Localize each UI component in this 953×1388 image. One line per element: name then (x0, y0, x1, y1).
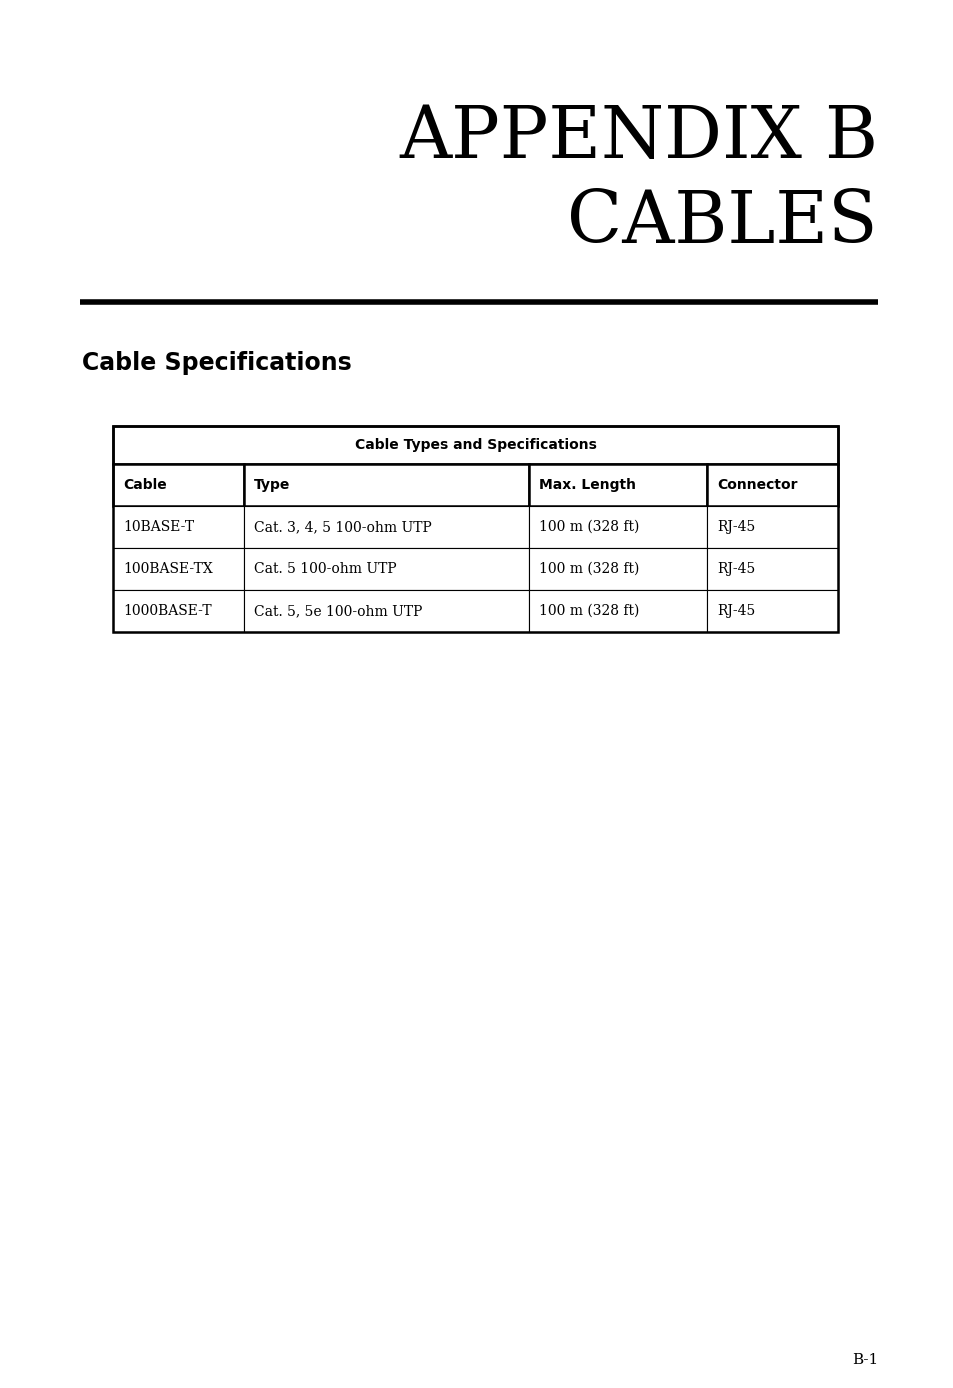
Text: 1000BASE-T: 1000BASE-T (123, 604, 212, 618)
Text: Connector: Connector (717, 477, 797, 491)
Text: RJ-45: RJ-45 (717, 520, 755, 534)
Text: 100 m (328 ft): 100 m (328 ft) (538, 604, 639, 618)
Bar (112, 426, 837, 464)
Text: 10BASE-T: 10BASE-T (123, 520, 193, 534)
Text: Cat. 3, 4, 5 100-ohm UTP: Cat. 3, 4, 5 100-ohm UTP (253, 520, 431, 534)
Bar (243, 464, 528, 507)
Bar (112, 590, 243, 632)
Bar (112, 548, 243, 590)
Text: Type: Type (253, 477, 290, 491)
Text: Cat. 5 100-ohm UTP: Cat. 5 100-ohm UTP (253, 562, 395, 576)
Text: Max. Length: Max. Length (538, 477, 635, 491)
Text: Cable: Cable (123, 477, 167, 491)
Text: APPENDIX B: APPENDIX B (398, 103, 877, 174)
Bar (528, 590, 707, 632)
Bar (707, 507, 837, 548)
Bar (112, 507, 243, 548)
Bar (112, 464, 243, 507)
Text: 100BASE-TX: 100BASE-TX (123, 562, 213, 576)
Bar (243, 507, 528, 548)
Bar (528, 464, 707, 507)
Bar (707, 464, 837, 507)
Text: 100 m (328 ft): 100 m (328 ft) (538, 520, 639, 534)
Bar (707, 548, 837, 590)
Text: 100 m (328 ft): 100 m (328 ft) (538, 562, 639, 576)
Bar (243, 548, 528, 590)
Text: Cable Specifications: Cable Specifications (82, 351, 352, 375)
Bar (528, 548, 707, 590)
Text: Cat. 5, 5e 100-ohm UTP: Cat. 5, 5e 100-ohm UTP (253, 604, 421, 618)
Text: RJ-45: RJ-45 (717, 604, 755, 618)
Text: RJ-45: RJ-45 (717, 562, 755, 576)
Text: Cable Types and Specifications: Cable Types and Specifications (355, 439, 596, 452)
Bar (243, 590, 528, 632)
Text: CABLES: CABLES (567, 187, 877, 258)
Bar (112, 426, 837, 632)
Bar (707, 590, 837, 632)
Text: B-1: B-1 (851, 1353, 877, 1367)
Bar (528, 507, 707, 548)
